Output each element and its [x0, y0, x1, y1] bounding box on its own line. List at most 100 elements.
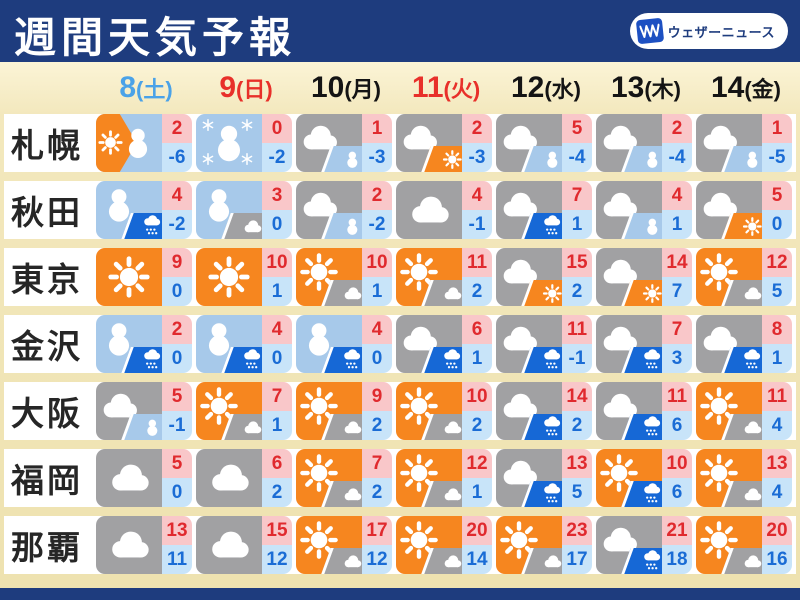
- high-temp: 2: [462, 114, 492, 143]
- date-header-11: 11(火): [411, 71, 481, 104]
- forecast-cells: 13 11 15 12 17 12 20 14 23 17: [96, 516, 792, 574]
- low-temp: 4: [762, 411, 792, 440]
- high-temp: 5: [762, 181, 792, 210]
- forecast-cell: 21 18: [596, 516, 692, 574]
- city-name: 東京: [11, 261, 83, 298]
- low-temp: 2: [562, 277, 592, 306]
- forecast-cell: 0 -2: [196, 114, 292, 172]
- forecast-cell: 2 -4: [596, 114, 692, 172]
- date-header-12: 12(水): [510, 71, 582, 104]
- forecast-table: 8(土) 9(日) 10(月) 11(火) 12(水) 13(木) 14(金) 札幌 2 -6…: [0, 62, 800, 588]
- temperature-box: 15 2: [562, 248, 592, 306]
- high-temp: 14: [562, 382, 592, 411]
- weathernews-logo-text: ウェザーニュース: [667, 24, 775, 40]
- high-temp: 2: [662, 114, 692, 143]
- date-header-14: 14(金): [710, 71, 782, 104]
- low-temp: -3: [462, 143, 492, 172]
- temperature-box: 13 4: [762, 449, 792, 507]
- low-temp: 7: [662, 277, 692, 306]
- cloud-then-rain-icon: [496, 382, 562, 440]
- sun-then-cloud-icon: [396, 449, 462, 507]
- weathernews-logo: ウェザーニュース: [629, 13, 788, 49]
- forecast-cell: 23 17: [496, 516, 592, 574]
- high-temp: 17: [362, 516, 392, 545]
- forecast-cell: 11 2: [396, 248, 492, 306]
- high-temp: 10: [362, 248, 392, 277]
- forecast-cells: 2 -6 0 -2 1 -3 2 -3 5 -4 2 -4: [96, 114, 792, 172]
- low-temp: 1: [262, 411, 292, 440]
- low-temp: 0: [162, 277, 192, 306]
- high-temp: 0: [262, 114, 292, 143]
- forecast-cell: 11 6: [596, 382, 692, 440]
- forecast-cell: 13 4: [696, 449, 792, 507]
- temperature-box: 12 5: [762, 248, 792, 306]
- sun-then-cloud-icon: [396, 382, 462, 440]
- temperature-box: 2 -2: [362, 181, 392, 239]
- high-temp: 10: [462, 382, 492, 411]
- date-header-10: 10(月): [310, 71, 382, 104]
- sun-icon: [96, 248, 162, 306]
- forecast-cell: 14 7: [596, 248, 692, 306]
- high-temp: 12: [762, 248, 792, 277]
- cloud-then-rain-icon: [596, 516, 662, 574]
- high-temp: 4: [662, 181, 692, 210]
- low-temp: 11: [162, 545, 192, 574]
- forecast-cell: 10 2: [396, 382, 492, 440]
- forecast-row: 札幌 2 -6 0 -2 1 -3 2-: [4, 114, 796, 172]
- date-header-row: 8(土) 9(日) 10(月) 11(火) 12(水) 13(木) 14(金): [4, 62, 796, 114]
- city-name: 札幌: [11, 127, 83, 164]
- sun-then-cloud-icon: [296, 516, 362, 574]
- sun-then-cloud-icon: [696, 449, 762, 507]
- sun-then-cloud-icon: [696, 248, 762, 306]
- low-temp: -3: [362, 143, 392, 172]
- cloud-icon: [196, 516, 262, 574]
- high-temp: 15: [262, 516, 292, 545]
- low-temp: 4: [762, 478, 792, 507]
- date-header-9: 9(日): [219, 71, 273, 104]
- forecast-cell: 5 -1: [96, 382, 192, 440]
- low-temp: 2: [362, 478, 392, 507]
- forecast-cell: 15 12: [196, 516, 292, 574]
- snow-then-rain-icon: [96, 315, 162, 373]
- sun-then-cloud-icon: [296, 382, 362, 440]
- temperature-box: 10 2: [462, 382, 492, 440]
- cloud-then-snow-icon: [296, 114, 362, 172]
- temperature-box: 11 2: [462, 248, 492, 306]
- sun-then-cloud-icon: [696, 382, 762, 440]
- temperature-box: 5 -4: [562, 114, 592, 172]
- page-title: 週間天気予報: [14, 14, 297, 61]
- low-temp: 1: [362, 277, 392, 306]
- cloud-icon: [396, 181, 462, 239]
- low-temp: 1: [762, 344, 792, 373]
- low-temp: -2: [362, 210, 392, 239]
- snow-then-rain-icon: [96, 181, 162, 239]
- low-temp: 2: [462, 411, 492, 440]
- low-temp: -4: [662, 143, 692, 172]
- high-temp: 4: [262, 315, 292, 344]
- forecast-cell: 2 -3: [396, 114, 492, 172]
- forecast-cell: 11 -1: [496, 315, 592, 373]
- sun-then-cloud-icon: [196, 382, 262, 440]
- low-temp: 3: [662, 344, 692, 373]
- date-header-13: 13(木): [610, 71, 682, 104]
- temperature-box: 10 6: [662, 449, 692, 507]
- low-temp: 1: [462, 344, 492, 373]
- forecast-cell: 10 1: [196, 248, 292, 306]
- cloud-then-snow-icon: [596, 114, 662, 172]
- high-temp: 2: [162, 114, 192, 143]
- high-temp: 13: [762, 449, 792, 478]
- high-temp: 7: [262, 382, 292, 411]
- high-temp: 4: [362, 315, 392, 344]
- sun-then-rain-icon: [596, 449, 662, 507]
- high-temp: 21: [662, 516, 692, 545]
- forecast-cell: 2 -2: [296, 181, 392, 239]
